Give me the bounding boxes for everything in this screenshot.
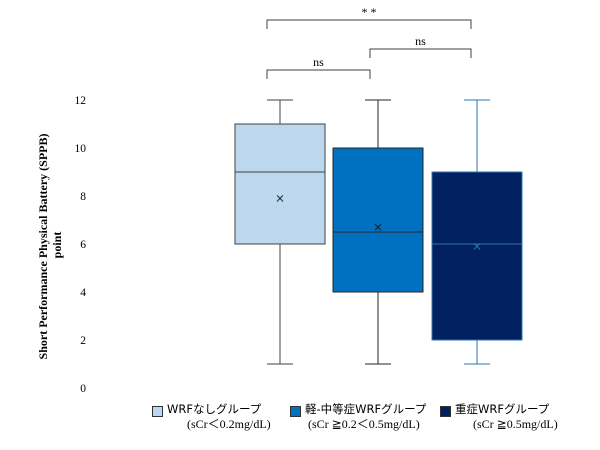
y-axis-label: Short Performance Physical Battery (SPPB… <box>36 131 64 360</box>
mean-marker <box>473 243 481 250</box>
legend-swatch <box>290 406 301 417</box>
y-axis-label-line1: Short Performance Physical Battery (SPPB… <box>36 134 50 360</box>
legend-item-mild-wrf: 軽-中等症WRFグループ (sCr ≧0.2＜0.5mg/dL) <box>290 402 426 432</box>
significance-label: ns <box>313 55 324 69</box>
legend-label: WRFなしグループ <box>167 402 262 416</box>
significance-bracket <box>266 19 472 29</box>
significance-label: * * <box>362 5 377 19</box>
mean-marker <box>374 223 382 231</box>
y-tick-label: 2 <box>80 335 86 347</box>
legend-swatch <box>440 406 451 417</box>
y-tick-label: 0 <box>80 383 86 395</box>
y-tick-label: 6 <box>80 239 86 251</box>
legend-item-severe-wrf: 重症WRFグループ (sCr ≧0.5mg/dL) <box>440 402 558 432</box>
legend-sublabel: (sCr＜0.2mg/dL) <box>187 417 271 431</box>
box-iqr <box>431 171 523 341</box>
box-iqr <box>234 123 326 245</box>
box-plot: Short Performance Physical Battery (SPPB… <box>36 5 523 395</box>
legend-item-no-wrf: WRFなしグループ (sCr＜0.2mg/dL) <box>152 402 271 432</box>
y-axis-label-line2: point <box>50 232 64 259</box>
legend-sublabel: (sCr ≧0.5mg/dL) <box>473 417 558 431</box>
y-tick-label: 4 <box>80 287 86 299</box>
legend-sublabel: (sCr ≧0.2＜0.5mg/dL) <box>308 417 420 431</box>
legend: WRFなしグループ (sCr＜0.2mg/dL) 軽-中等症WRFグループ (s… <box>0 402 600 446</box>
significance-label: ns <box>415 34 426 48</box>
y-tick-label: 12 <box>75 95 87 107</box>
legend-swatch <box>152 406 163 417</box>
y-tick-label: 8 <box>80 191 86 203</box>
significance-bracket <box>369 48 472 58</box>
significance-bracket <box>266 69 371 79</box>
mean-marker <box>276 195 284 202</box>
legend-label: 軽-中等症WRFグループ <box>305 402 427 416</box>
y-tick-label: 10 <box>75 143 87 155</box>
box-iqr <box>332 147 424 293</box>
legend-label: 重症WRFグループ <box>455 402 550 416</box>
